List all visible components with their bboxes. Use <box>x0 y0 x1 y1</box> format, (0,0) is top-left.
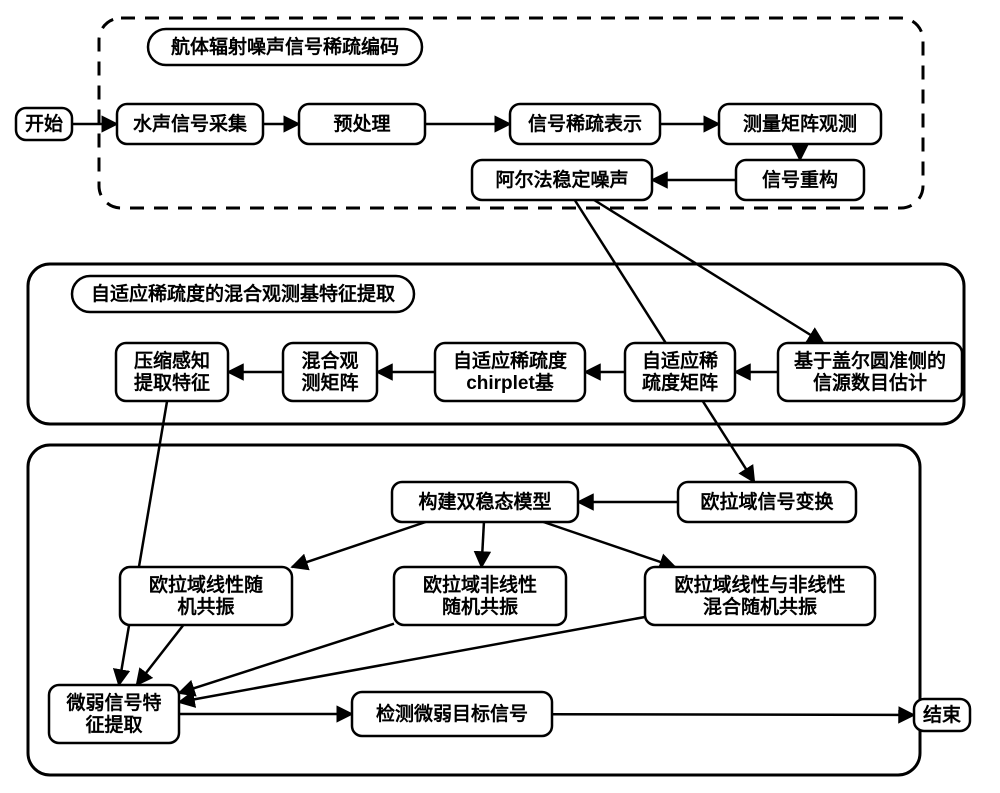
panel3.d1-line1: 征提取 <box>85 713 142 736</box>
panel3.d1-line0: 微弱信号特 <box>65 691 161 714</box>
panel3.d2-label: 检测微弱目标信号 <box>376 702 528 725</box>
edge <box>575 200 755 482</box>
panel3.c2-line0: 欧拉域非线性 <box>423 573 537 596</box>
panel1.n5-label: 信号重构 <box>762 168 838 191</box>
edge <box>137 625 184 685</box>
panel3.c1-line1: 机共振 <box>177 595 234 618</box>
panel2.m1-line1: 信源数目估计 <box>813 371 927 394</box>
panel2.m1-line0: 基于盖尔圆准侧的 <box>793 349 946 372</box>
panel3.b1-label: 欧拉域信号变换 <box>700 490 834 513</box>
panel1.n4-label: 测量矩阵观测 <box>743 112 857 135</box>
panel2.m2-line0: 自适应稀 <box>642 349 718 372</box>
panel1.n3-label: 信号稀疏表示 <box>528 112 642 135</box>
panel2.m4-line0: 混合观 <box>301 349 358 372</box>
panel3.c3-line1: 混合随机共振 <box>703 595 817 618</box>
panel3.b2-label: 构建双稳态模型 <box>418 490 551 513</box>
panel1.title-label: 航体辐射噪声信号稀疏编码 <box>171 35 399 58</box>
panel3.c1-line0: 欧拉域线性随 <box>149 573 263 596</box>
panel1.n1-label: 水声信号采集 <box>133 112 248 135</box>
edge <box>552 714 914 715</box>
end-label: 结束 <box>923 703 962 726</box>
edge <box>594 200 823 343</box>
panel2.m2-line1: 疏度矩阵 <box>642 371 718 394</box>
panel1.n2-label: 预处理 <box>333 112 390 135</box>
edge <box>482 522 484 567</box>
edge <box>179 617 645 702</box>
panel3.c3-line0: 欧拉域线性与非线性 <box>674 573 845 596</box>
panel2.m3-line0: 自适应稀疏度 <box>453 349 568 372</box>
start-label: 开始 <box>25 112 63 135</box>
panel2.m5-line0: 压缩感知 <box>134 349 210 372</box>
panel2.m3-line1: chirplet基 <box>466 371 555 394</box>
panel3.c2-line1: 随机共振 <box>442 595 518 618</box>
edge <box>292 522 426 567</box>
edge <box>544 522 676 567</box>
panel2.m5-line1: 提取特征 <box>134 371 210 394</box>
panel2.title-label: 自适应稀疏度的混合观测基特征提取 <box>91 282 395 305</box>
panel1.n6-label: 阿尔法稳定噪声 <box>495 168 628 191</box>
panel2.m4-line1: 测矩阵 <box>301 371 358 394</box>
